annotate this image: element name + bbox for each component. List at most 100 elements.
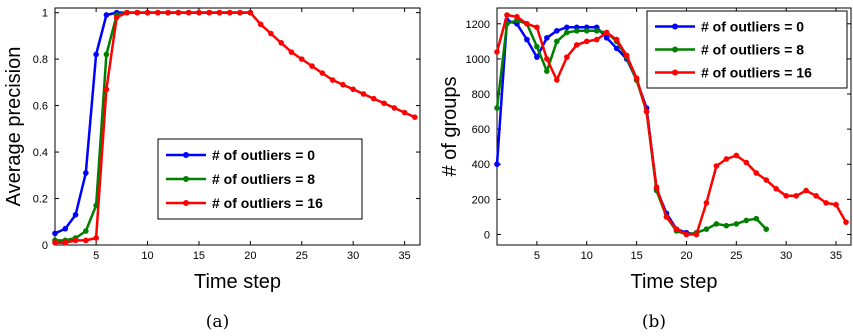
legend-entry: # of outliers = 16 [701, 65, 812, 81]
data-point [144, 9, 151, 16]
y-tick-label: 0 [42, 240, 48, 252]
legend-marker [672, 69, 678, 76]
data-point [733, 221, 740, 227]
y-tick-label: 600 [472, 124, 490, 136]
data-point [494, 161, 500, 168]
x-tick-label: 25 [296, 250, 308, 262]
x-tick-label: 10 [141, 250, 153, 262]
data-point [823, 200, 829, 206]
data-point [583, 38, 590, 45]
legend-marker [672, 23, 678, 30]
data-point [360, 91, 367, 97]
data-point [753, 215, 760, 222]
data-point [843, 219, 849, 225]
data-point [524, 21, 530, 27]
data-point [309, 63, 315, 69]
data-point [412, 114, 418, 121]
data-point [62, 225, 69, 232]
x-tick-label: 5 [534, 250, 540, 262]
data-point [62, 239, 69, 246]
data-point [216, 9, 223, 16]
data-point [237, 9, 243, 16]
data-point [196, 9, 202, 16]
data-point [633, 75, 640, 82]
data-point [554, 77, 560, 83]
y-tick-label: 0 [484, 229, 490, 241]
data-point [763, 226, 770, 232]
x-axis-label: Time step [194, 271, 281, 293]
x-tick-label: 15 [630, 250, 642, 262]
data-point [833, 201, 839, 208]
chart-panel-a: 5 10 15 20 25 30 35 0 0.2 0.4 0.6 0.8 1 # of outliers… [3, 7, 421, 332]
panel-caption: (b) [642, 312, 666, 332]
y-tick-label: 800 [472, 89, 490, 101]
data-point [278, 40, 284, 46]
y-tick-label: 0.4 [33, 147, 48, 159]
y-tick-label: 0.2 [33, 194, 48, 206]
data-point [673, 226, 680, 232]
data-point [793, 193, 799, 199]
data-point [206, 9, 213, 16]
data-point [564, 54, 570, 60]
data-point [319, 70, 326, 76]
data-point [504, 12, 510, 18]
data-point [613, 45, 620, 52]
data-point [534, 43, 540, 50]
data-point [103, 51, 110, 58]
y-tick-label: 400 [472, 159, 490, 171]
data-point [72, 237, 79, 244]
data-point [783, 193, 789, 199]
data-point [298, 56, 305, 62]
data-point [134, 9, 141, 16]
x-tick-label: 25 [730, 250, 742, 262]
data-point [623, 52, 630, 59]
legend-entry: # of outliers = 8 [212, 171, 315, 187]
data-point [643, 108, 650, 115]
data-point [226, 9, 233, 16]
data-point [370, 95, 377, 102]
data-point [713, 221, 720, 227]
data-point [83, 228, 89, 234]
legend-marker [183, 176, 189, 182]
data-point [494, 49, 500, 55]
x-tick-label: 5 [93, 250, 99, 262]
data-point [103, 12, 110, 18]
data-point [185, 9, 192, 16]
data-point [733, 152, 740, 159]
data-point [124, 9, 130, 16]
data-point [564, 29, 570, 36]
y-tick-label: 200 [472, 194, 490, 206]
data-point [534, 24, 540, 31]
data-point [544, 68, 550, 74]
y-tick-label: 1200 [466, 19, 490, 31]
x-tick-label: 20 [680, 250, 692, 262]
x-tick-label: 35 [398, 250, 410, 262]
data-point [813, 193, 819, 199]
data-point [593, 36, 600, 43]
data-point [763, 177, 770, 183]
x-tick-label: 10 [581, 250, 593, 262]
chart-panel-b: 5 10 15 20 25 30 35 0 200 400 600 800 1000 1200 # of o… [439, 7, 852, 332]
data-point [573, 42, 580, 48]
data-point [603, 35, 610, 41]
data-point [713, 163, 720, 169]
data-point [743, 217, 750, 224]
y-tick-label: 0.6 [33, 101, 48, 113]
data-point [155, 9, 161, 16]
data-point [703, 226, 710, 232]
data-point [693, 231, 700, 238]
x-tick-label: 15 [193, 250, 205, 262]
data-point [165, 9, 171, 16]
data-point [329, 77, 336, 83]
data-point [52, 230, 58, 237]
legend-entry: # of outliers = 8 [701, 42, 804, 58]
data-point [83, 237, 89, 244]
x-tick-label: 30 [780, 250, 792, 262]
x-tick-label: 35 [830, 250, 842, 262]
data-point [583, 28, 590, 34]
data-point [524, 36, 530, 43]
data-point [554, 28, 560, 34]
data-point [288, 49, 295, 55]
data-point [350, 86, 356, 93]
legend-entry: # of outliers = 0 [212, 147, 315, 163]
